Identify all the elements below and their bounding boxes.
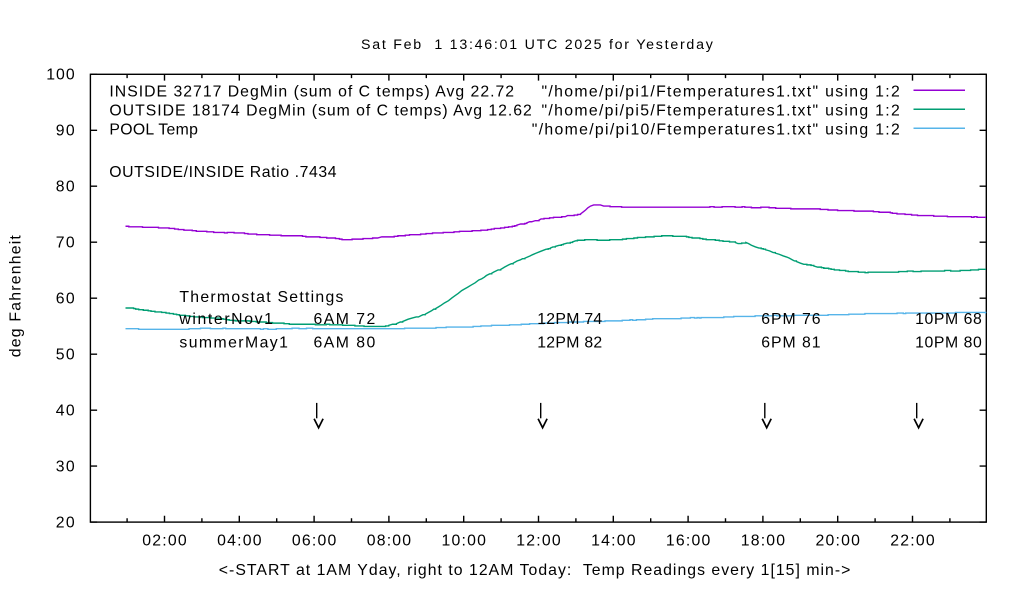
svg-text:Thermostat Settings: Thermostat Settings	[179, 289, 343, 306]
svg-text:POOL Temp: POOL Temp	[109, 121, 198, 138]
svg-text:02:00: 02:00	[142, 533, 187, 550]
svg-text:80: 80	[56, 179, 75, 196]
svg-text:06:00: 06:00	[292, 533, 337, 550]
svg-text:20: 20	[56, 514, 75, 531]
svg-text:deg Fahrenheit: deg Fahrenheit	[8, 235, 25, 358]
svg-text:50: 50	[56, 347, 75, 364]
svg-text:14:00: 14:00	[591, 533, 636, 550]
svg-text:winterNov1: winterNov1	[178, 311, 273, 328]
svg-text:20:00: 20:00	[816, 533, 861, 550]
svg-text:30: 30	[56, 458, 75, 475]
svg-text:12:00: 12:00	[516, 533, 561, 550]
svg-text:"/home/pi/pi10/Ftemperatures1.: "/home/pi/pi10/Ftemperatures1.txt" using…	[532, 121, 900, 138]
svg-text:10:00: 10:00	[442, 533, 487, 550]
svg-text:90: 90	[56, 123, 75, 140]
svg-text:10PM 68: 10PM 68	[915, 311, 982, 328]
svg-text:60: 60	[56, 291, 75, 308]
svg-text:summerMay1: summerMay1	[179, 334, 288, 351]
svg-text:Sat Feb 1 13:46:01 UTC 2025 f: Sat Feb 1 13:46:01 UTC 2025 for Yesterda…	[361, 37, 714, 53]
svg-text:10PM 80: 10PM 80	[915, 334, 982, 351]
svg-text:OUTSIDE 18174 DegMin (sum of C: OUTSIDE 18174 DegMin (sum of C temps) Av…	[109, 103, 531, 120]
svg-text:"/home/pi/pi1/Ftemperatures1.t: "/home/pi/pi1/Ftemperatures1.txt" using …	[542, 84, 900, 101]
svg-text:6AM 80: 6AM 80	[314, 334, 376, 351]
svg-text:18:00: 18:00	[741, 533, 786, 550]
svg-text:08:00: 08:00	[367, 533, 412, 550]
svg-text:100: 100	[46, 67, 75, 84]
svg-text:04:00: 04:00	[217, 533, 262, 550]
svg-text:40: 40	[56, 403, 75, 420]
svg-text:<-START at 1AM Yday, right to: <-START at 1AM Yday, right to 12AM Today…	[219, 562, 851, 579]
svg-text:70: 70	[56, 235, 75, 252]
svg-text:INSIDE 32717 DegMin (sum of C: INSIDE 32717 DegMin (sum of C temps) Avg…	[109, 84, 514, 101]
svg-text:OUTSIDE/INSIDE Ratio .7434: OUTSIDE/INSIDE Ratio .7434	[109, 164, 336, 181]
svg-text:12PM 74: 12PM 74	[537, 311, 602, 328]
svg-text:12PM 82: 12PM 82	[537, 334, 602, 351]
svg-text:6PM 81: 6PM 81	[761, 334, 821, 351]
svg-text:6AM 72: 6AM 72	[314, 311, 376, 328]
svg-text:22:00: 22:00	[890, 533, 935, 550]
svg-text:"/home/pi/pi5/Ftemperatures1.t: "/home/pi/pi5/Ftemperatures1.txt" using …	[542, 103, 900, 120]
svg-text:6PM 76: 6PM 76	[761, 311, 821, 328]
svg-text:16:00: 16:00	[666, 533, 711, 550]
